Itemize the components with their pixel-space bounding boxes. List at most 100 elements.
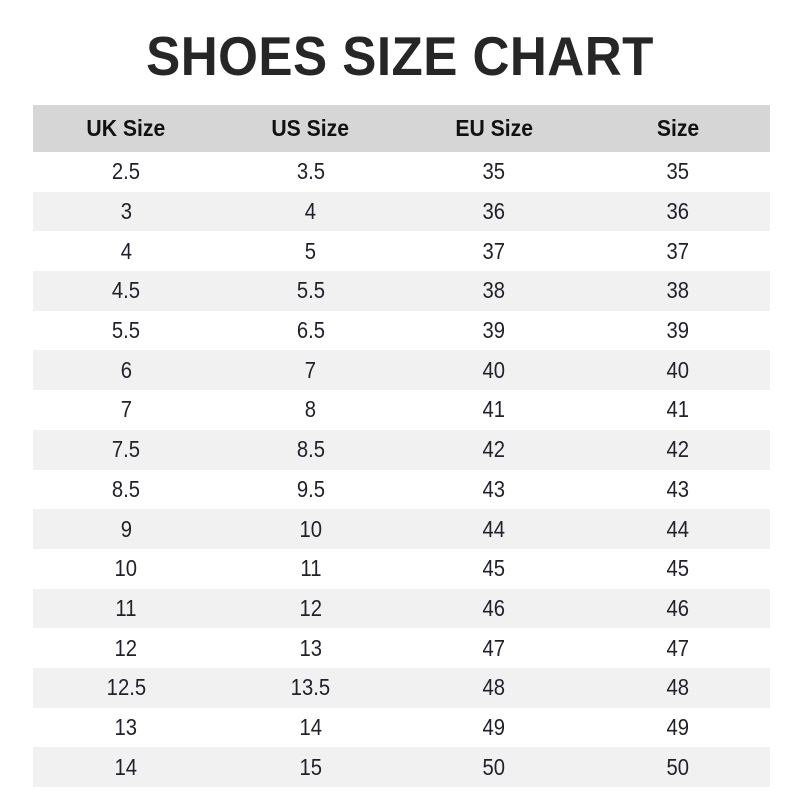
table-cell-value: 36 <box>482 198 506 225</box>
table-cell: 5.5 <box>33 311 219 351</box>
table-cell-value: 48 <box>666 674 690 701</box>
table-cell: 37 <box>586 231 770 271</box>
table-row: 4 5 37 37 <box>33 231 770 272</box>
table-cell-value: 40 <box>482 356 506 383</box>
table-cell: 15 <box>219 747 402 787</box>
table-row: 9 10 44 44 <box>33 509 770 549</box>
table-cell-value: 11 <box>299 555 322 582</box>
table-cell: 2.5 <box>33 152 219 192</box>
table-cell-value: 47 <box>666 634 690 661</box>
table-row: 7 8 41 41 <box>33 390 770 430</box>
table-cell: 44 <box>402 509 586 549</box>
table-cell: 47 <box>402 628 586 668</box>
table-cell-value: 4 <box>304 198 317 225</box>
table-cell: 5 <box>219 231 402 271</box>
table-cell: 12 <box>33 628 219 668</box>
table-cell-value: 46 <box>666 594 690 621</box>
table-cell: 11 <box>219 549 402 589</box>
table-cell: 40 <box>402 350 586 390</box>
column-header-eu-size: EU Size <box>402 105 586 152</box>
table-cell-value: 3.5 <box>296 158 325 185</box>
table-cell-value: 10 <box>299 515 322 542</box>
column-header-eu-size-label: EU Size <box>455 115 533 141</box>
table-row: 12.5 13.5 48 48 <box>33 667 770 708</box>
table-row: 7.5 8.5 42 42 <box>33 429 770 470</box>
table-cell: 46 <box>586 589 770 629</box>
table-cell: 40 <box>586 350 770 390</box>
table-cell: 11 <box>33 589 219 629</box>
table-cell-value: 50 <box>482 753 506 780</box>
table-header: UK Size US Size EU Size Size <box>33 105 770 152</box>
table-cell: 6.5 <box>219 311 402 351</box>
table-cell-value: 44 <box>482 515 506 542</box>
table-cell: 38 <box>402 271 586 311</box>
table-cell: 10 <box>33 549 219 589</box>
table-cell-value: 35 <box>666 158 690 185</box>
table-cell: 36 <box>586 192 770 232</box>
table-cell: 49 <box>402 708 586 748</box>
table-cell: 45 <box>402 549 586 589</box>
table-cell: 13.5 <box>219 668 402 708</box>
table-cell-value: 6 <box>120 356 132 383</box>
table-cell-value: 41 <box>482 396 506 423</box>
table-row: 4.5 5.5 38 38 <box>33 271 770 311</box>
table-cell: 45 <box>586 549 770 589</box>
table-cell: 7 <box>33 390 219 430</box>
table-cell: 48 <box>402 668 586 708</box>
table-cell: 35 <box>402 152 586 192</box>
table-cell-value: 2.5 <box>111 158 141 185</box>
table-cell-value: 12 <box>114 634 138 661</box>
table-cell-value: 7.5 <box>111 436 141 463</box>
table-cell-value: 45 <box>666 555 690 582</box>
table-cell-value: 14 <box>299 713 322 740</box>
table-cell-value: 9.5 <box>296 475 325 502</box>
table-cell-value: 9 <box>120 515 132 542</box>
table-cell: 38 <box>586 271 770 311</box>
table-cell-value: 35 <box>482 158 506 185</box>
table-row: 10 11 45 45 <box>33 548 770 589</box>
table-cell-value: 6.5 <box>296 317 325 344</box>
table-row: 13 14 49 49 <box>33 707 770 748</box>
table-cell-value: 46 <box>482 594 506 621</box>
table-cell: 36 <box>402 192 586 232</box>
shoes-size-table: UK Size US Size EU Size Size 2.5 3.5 35 35 3… <box>33 105 770 787</box>
table-cell-value: 15 <box>299 753 322 780</box>
table-cell-value: 49 <box>482 713 506 740</box>
table-cell: 4 <box>219 192 402 232</box>
table-cell-value: 49 <box>666 713 690 740</box>
table-cell-value: 14 <box>114 753 138 780</box>
table-cell-value: 5.5 <box>111 317 141 344</box>
table-cell: 39 <box>402 311 586 351</box>
table-cell-value: 45 <box>482 555 506 582</box>
table-cell-value: 13.5 <box>290 674 331 701</box>
table-cell: 8.5 <box>219 430 402 470</box>
table-cell: 43 <box>586 470 770 510</box>
table-cell-value: 39 <box>666 317 690 344</box>
table-cell: 47 <box>586 628 770 668</box>
table-cell: 43 <box>402 470 586 510</box>
table-cell-value: 12.5 <box>106 674 146 701</box>
table-cell-value: 37 <box>666 237 690 264</box>
table-cell-value: 36 <box>666 198 690 225</box>
table-cell-value: 11 <box>115 594 137 621</box>
table-cell-value: 7 <box>304 356 317 383</box>
table-cell-value: 47 <box>482 634 506 661</box>
table-cell-value: 48 <box>482 674 506 701</box>
table-cell-value: 38 <box>482 277 506 304</box>
table-cell: 3 <box>33 192 219 232</box>
table-row: 5.5 6.5 39 39 <box>33 310 770 351</box>
table-cell-value: 10 <box>114 555 138 582</box>
table-cell: 9 <box>33 509 219 549</box>
table-cell-value: 39 <box>482 317 506 344</box>
table-cell-value: 4.5 <box>111 277 141 304</box>
table-header-row: UK Size US Size EU Size Size <box>33 105 770 152</box>
table-cell: 8 <box>219 390 402 430</box>
table-cell: 42 <box>586 430 770 470</box>
table-cell-value: 40 <box>666 356 690 383</box>
table-row: 12 13 47 47 <box>33 628 770 668</box>
table-cell-value: 8.5 <box>296 436 325 463</box>
column-header-us-size-label: US Size <box>271 115 350 141</box>
table-cell: 9.5 <box>219 470 402 510</box>
table-cell: 13 <box>33 708 219 748</box>
